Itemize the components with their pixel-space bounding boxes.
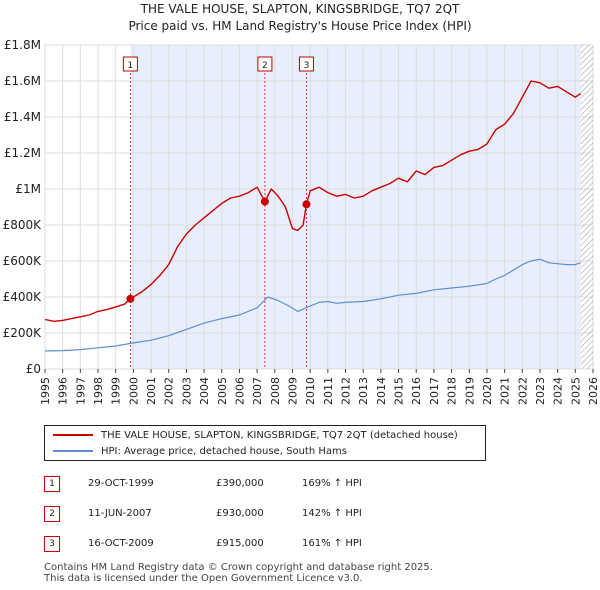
y-tick-label: £600K — [3, 254, 43, 268]
sale-label-text: 3 — [304, 61, 310, 71]
x-tick-label: 1996 — [57, 377, 70, 405]
y-tick-label: £200K — [3, 326, 43, 340]
ownership-shade — [130, 45, 581, 369]
legend: THE VALE HOUSE, SLAPTON, KINGSBRIDGE, TQ… — [44, 425, 486, 461]
legend-property-label: THE VALE HOUSE, SLAPTON, KINGSBRIDGE, TQ… — [101, 430, 458, 441]
x-tick-label: 2008 — [269, 377, 282, 405]
x-tick-label: 2002 — [163, 377, 176, 405]
sale-label-text: 1 — [128, 61, 134, 71]
x-tick-label: 2016 — [410, 377, 423, 405]
x-tick-label: 2026 — [587, 377, 600, 405]
x-tick-label: 2019 — [463, 377, 476, 405]
y-tick-label: £800K — [3, 218, 43, 232]
y-tick-label: £1M — [15, 182, 41, 196]
sale-row: 2 11-JUN-2007 £930,000 142% ↑ HPI — [44, 504, 464, 524]
x-tick-label: 2015 — [393, 377, 406, 405]
x-tick-label: 2005 — [216, 377, 229, 405]
x-tick-label: 2006 — [233, 377, 246, 405]
legend-item-property: THE VALE HOUSE, SLAPTON, KINGSBRIDGE, TQ… — [53, 428, 458, 444]
x-tick-label: 2014 — [375, 377, 388, 405]
x-tick-label: 2011 — [322, 377, 335, 405]
x-tick-label: 2013 — [357, 377, 370, 405]
sale-number-badge: 3 — [44, 536, 60, 552]
x-tick-label: 1999 — [110, 377, 123, 405]
x-tick-label: 2007 — [251, 377, 264, 405]
sale-hpi-change: 142% ↑ HPI — [302, 508, 362, 519]
x-tick-label: 2000 — [127, 377, 140, 405]
sale-label-box — [298, 56, 314, 72]
x-tick-label: 2004 — [198, 377, 211, 405]
x-tick-label: 2003 — [180, 377, 193, 405]
sale-label-box — [122, 56, 138, 72]
y-tick-label: £1.6M — [4, 74, 41, 88]
chart-subtitle: Price paid vs. HM Land Registry's House … — [128, 19, 472, 33]
sale-label-text: 2 — [262, 61, 268, 71]
x-tick-label: 2022 — [516, 377, 529, 405]
sale-date: 16-OCT-2009 — [88, 538, 154, 549]
sale-date: 11-JUN-2007 — [88, 508, 152, 519]
footer-line-1: Contains HM Land Registry data © Crown c… — [44, 562, 433, 573]
forecast-hatch-region — [580, 45, 593, 369]
sale-number-badge: 2 — [44, 506, 60, 522]
sale-point — [126, 294, 135, 303]
x-tick-label: 2010 — [304, 377, 317, 405]
sale-row: 3 16-OCT-2009 £915,000 161% ↑ HPI — [44, 534, 464, 554]
x-tick-label: 2021 — [499, 377, 512, 405]
sale-price: £915,000 — [216, 538, 264, 549]
y-tick-label: £1.8M — [4, 38, 41, 52]
sale-label-box — [257, 56, 273, 72]
x-tick-label: 2018 — [446, 377, 459, 405]
legend-item-hpi: HPI: Average price, detached house, Sout… — [53, 444, 347, 460]
x-tick-label: 2009 — [286, 377, 299, 405]
hpi-line — [44, 258, 581, 352]
x-tick-label: 1998 — [92, 377, 105, 405]
x-tick-label: 2012 — [340, 377, 353, 405]
x-tick-label: 2020 — [481, 377, 494, 405]
sale-price: £390,000 — [216, 478, 264, 489]
x-tick-label: 2017 — [428, 377, 441, 405]
x-tick-label: 2025 — [569, 377, 582, 405]
y-tick-label: £1.4M — [4, 110, 41, 124]
x-tick-label: 1995 — [39, 377, 52, 405]
sale-hpi-change: 169% ↑ HPI — [302, 478, 362, 489]
sale-point — [260, 197, 269, 206]
y-tick-label: £400K — [3, 290, 43, 304]
sale-row: 1 29-OCT-1999 £390,000 169% ↑ HPI — [44, 474, 464, 494]
legend-hpi-line — [53, 450, 93, 452]
y-tick-label: £0 — [26, 362, 41, 376]
chart-title: THE VALE HOUSE, SLAPTON, KINGSBRIDGE, TQ… — [140, 2, 460, 16]
sale-number-badge: 1 — [44, 476, 60, 492]
price-chart: 1 2 3 £0 £200K £400K £600K £800K £1M £1.2M £1.4M £… — [3, 38, 600, 405]
x-tick-label: 1997 — [74, 377, 87, 405]
x-tick-label: 2001 — [145, 377, 158, 405]
sale-date: 29-OCT-1999 — [88, 478, 154, 489]
y-tick-label: £1.2M — [4, 146, 41, 160]
footer-attribution: Contains HM Land Registry data © Crown c… — [44, 562, 433, 584]
legend-property-line — [53, 434, 93, 436]
sale-hpi-change: 161% ↑ HPI — [302, 538, 362, 549]
legend-hpi-label: HPI: Average price, detached house, Sout… — [101, 446, 347, 457]
sale-price: £930,000 — [216, 508, 264, 519]
footer-line-2: This data is licensed under the Open Gov… — [44, 573, 363, 584]
x-tick-label: 2024 — [552, 377, 565, 405]
sale-point — [302, 200, 311, 209]
x-tick-label: 2023 — [534, 377, 547, 405]
